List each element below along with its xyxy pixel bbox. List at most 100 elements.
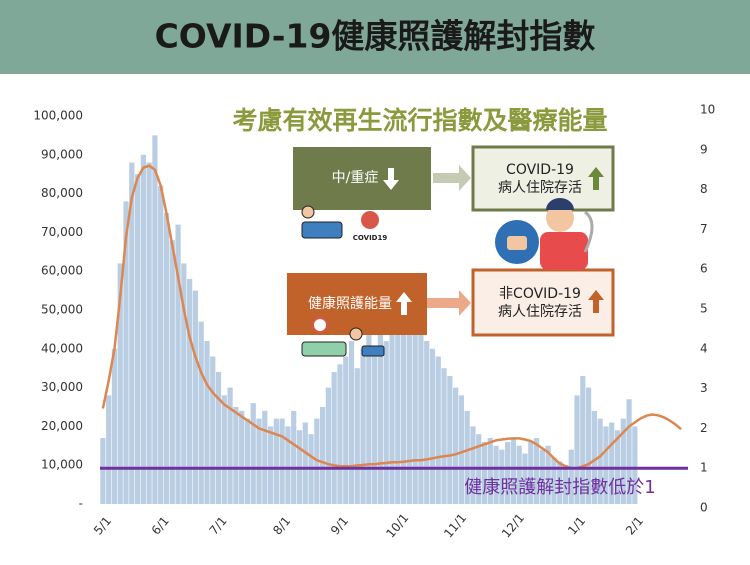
x-tick-label: 2/1	[623, 514, 646, 538]
x-tick-label: 6/1	[149, 514, 172, 538]
x-tick-label: 10/1	[383, 511, 411, 541]
y-tick-label: -	[79, 497, 83, 511]
noncovid-text: 非COVID-19	[499, 286, 581, 302]
y-tick-label: 20,000	[41, 419, 83, 433]
bar	[256, 418, 262, 504]
bar	[325, 387, 331, 504]
severe-box	[293, 147, 431, 210]
bar	[568, 449, 574, 504]
bar	[354, 368, 360, 504]
noncovid-text: 病人住院存活	[498, 304, 582, 320]
person-icon	[546, 204, 574, 232]
bar	[574, 395, 580, 504]
y-tick-label: 10,000	[41, 458, 83, 472]
bar	[395, 329, 401, 504]
bar	[285, 426, 291, 504]
header-band	[0, 0, 750, 74]
bar	[117, 263, 123, 504]
bar	[603, 426, 609, 504]
title: COVID-19健康照護解封指數	[155, 17, 596, 56]
y2-tick-label: 7	[700, 222, 708, 236]
bar	[360, 348, 366, 504]
bar	[522, 453, 528, 504]
bar	[458, 395, 464, 504]
bar	[435, 356, 441, 504]
bar	[337, 364, 343, 504]
up-arrow	[588, 167, 604, 190]
bar	[389, 317, 395, 504]
bar	[239, 410, 245, 504]
bar	[516, 445, 522, 504]
nurse-icon	[349, 327, 363, 341]
bar	[204, 341, 210, 504]
bar	[620, 418, 626, 504]
bed-icon	[361, 345, 385, 357]
bar	[441, 368, 447, 504]
thumb-icon	[507, 236, 527, 250]
bar	[464, 410, 470, 504]
bar	[632, 426, 638, 504]
bar	[372, 356, 378, 504]
bar	[250, 403, 256, 504]
bar	[597, 418, 603, 504]
bar	[528, 441, 534, 504]
bar	[273, 418, 279, 504]
bar	[279, 418, 285, 504]
y2-tick-label: 0	[700, 501, 708, 515]
y-tick-label: 30,000	[41, 380, 83, 394]
bar	[383, 341, 389, 504]
y-tick-label: 40,000	[41, 341, 83, 355]
y-tick-label: 100,000	[33, 109, 83, 123]
y2-tick-label: 1	[700, 461, 708, 475]
bar	[591, 410, 597, 504]
bar	[377, 325, 384, 504]
bar	[129, 162, 135, 504]
x-tick-label: 7/1	[207, 514, 230, 538]
y2-tick-label: 2	[700, 421, 708, 435]
bar	[447, 375, 453, 504]
flow-arrow	[433, 165, 471, 191]
bar	[331, 372, 337, 504]
y2-tick-label: 6	[700, 262, 708, 276]
bar	[343, 356, 349, 504]
subtitle: 考慮有效再生流行指數及醫療能量	[232, 106, 607, 135]
bar	[210, 356, 216, 504]
bar	[152, 135, 158, 504]
y-tick-label: 60,000	[41, 264, 83, 278]
bar	[545, 445, 551, 504]
bar	[412, 317, 418, 504]
bar	[557, 461, 563, 504]
y2-tick-label: 5	[700, 302, 708, 316]
bar	[100, 438, 106, 504]
bar	[221, 395, 227, 504]
x-tick-label: 1/1	[565, 514, 588, 538]
bar	[580, 375, 586, 504]
y-tick-label: 90,000	[41, 147, 83, 161]
bar	[453, 387, 459, 504]
bar	[406, 325, 412, 504]
bar	[291, 410, 297, 504]
bar	[418, 333, 424, 504]
bar	[163, 213, 170, 504]
bar	[192, 290, 199, 504]
y2-tick-label: 9	[700, 142, 708, 156]
x-tick-label: 11/1	[441, 511, 469, 541]
bar	[429, 348, 436, 504]
bar	[400, 310, 407, 504]
capacity-text: 健康照護能量	[308, 295, 392, 312]
bar	[181, 263, 187, 504]
index-line	[101, 164, 682, 470]
chart: - 10,000 20,000 30,000 40,000 50,000 60,000 70,…	[33, 103, 715, 541]
person-icon	[540, 232, 588, 270]
x-tick-label: 8/1	[270, 514, 293, 538]
bar	[551, 457, 557, 504]
bar	[493, 445, 499, 504]
bar	[626, 399, 632, 504]
bar	[424, 341, 430, 504]
bar	[505, 441, 511, 504]
bar	[134, 174, 141, 504]
person-icon	[546, 198, 574, 210]
bar	[244, 418, 251, 504]
cross-icon	[312, 317, 328, 333]
virus-label: COVID19	[353, 234, 388, 242]
